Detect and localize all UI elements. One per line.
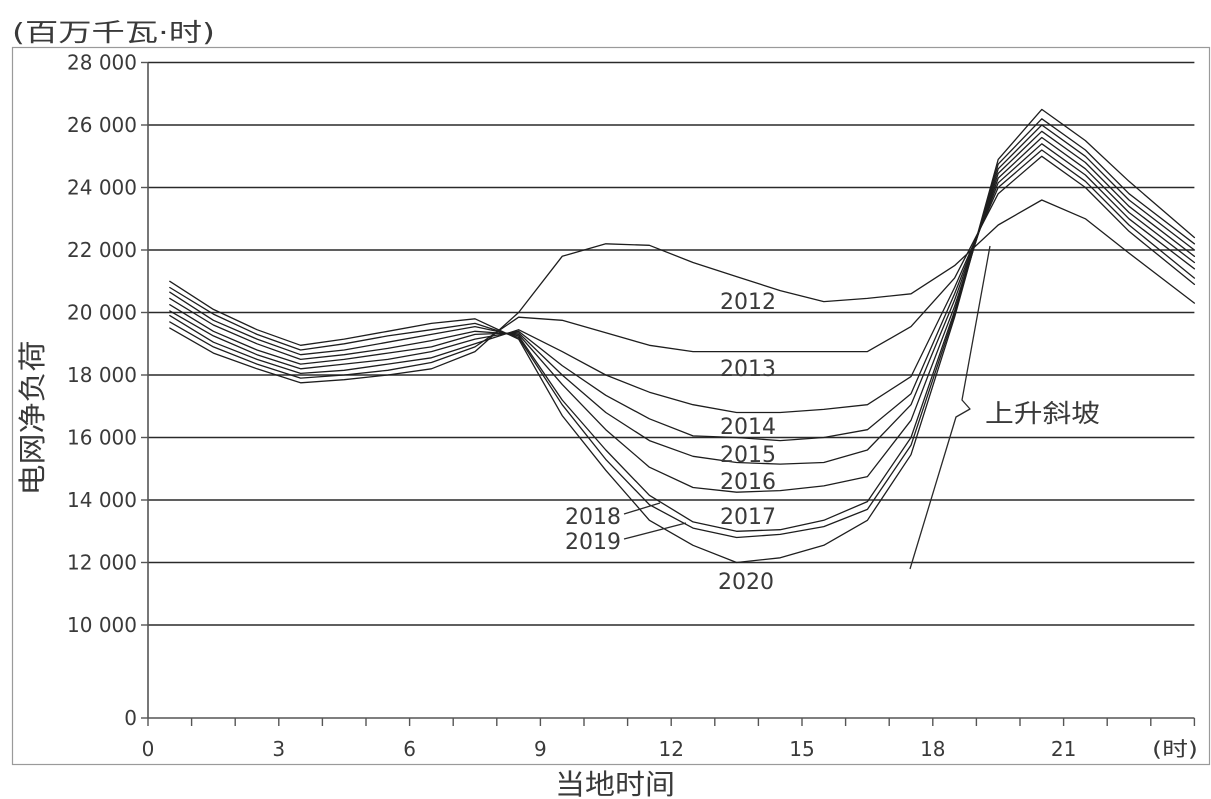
x-tick-label: 0 [142,737,155,761]
gridlines [148,61,1195,626]
series-line-2013 [169,155,1196,379]
y-unit-label: (百万千瓦·时) [12,18,215,47]
y-tick-label: 26 000 [67,113,137,137]
y-tick-label: 0 [124,706,137,730]
series-line-2018 [169,124,1196,532]
pointer-line-2019 [623,522,687,540]
ticks: 0 10 000 12 000 14 000 16 000 18 000 20 000 22 … [67,51,1196,761]
y-axis-title: 电网净负荷 [16,341,49,496]
x-tick-label: 21 [1051,737,1076,761]
annotation-ramp-label: 上升斜坡 [985,399,1100,428]
x-unit-label: (时) [1152,737,1198,761]
x-tick-label: 15 [789,737,814,761]
y-tick-label: 14 000 [67,488,137,512]
series-line-2012 [169,199,1196,384]
chart-frame [11,46,1211,766]
y-tick-label: 18 000 [67,363,137,387]
y-tick-label: 10 000 [67,613,137,637]
series-line-2017 [169,130,1196,493]
pointer-line-2018 [623,502,661,515]
x-tick-label: 3 [272,737,285,761]
series-line-2020 [169,108,1196,564]
x-tick-label: 6 [403,737,416,761]
series-label-2020: 2020 [718,570,774,595]
y-tick-label: 22 000 [67,238,137,262]
series-label-2016: 2016 [720,470,776,495]
y-tick-label: 28 000 [67,51,137,75]
series-label-2015: 2015 [720,443,776,468]
y-tick-label: 24 000 [67,176,137,200]
ramp-pointer-line [909,245,991,570]
series-labels: 2012 2013 2014 2015 2016 2017 2018 2019 … [565,290,776,595]
series-lines [169,108,1196,564]
series-line-2015 [169,143,1196,442]
series-label-2012: 2012 [720,290,776,315]
series-line-2014 [169,149,1196,414]
series-line-2019 [169,118,1196,539]
series-label-2017: 2017 [720,505,776,530]
x-axis-title: 当地时间 [555,768,675,799]
series-line-2016 [169,136,1196,465]
series-label-2013: 2013 [720,357,776,382]
x-tick-label: 18 [920,737,945,761]
series-label-2014: 2014 [720,415,776,440]
y-tick-label: 12 000 [67,551,137,575]
y-tick-label: 16 000 [67,426,137,450]
y-tick-label: 20 000 [67,301,137,325]
x-tick-label: 12 [658,737,683,761]
series-label-2019: 2019 [565,530,621,555]
series-label-2018: 2018 [565,505,621,530]
x-tick-label: 9 [534,737,547,761]
